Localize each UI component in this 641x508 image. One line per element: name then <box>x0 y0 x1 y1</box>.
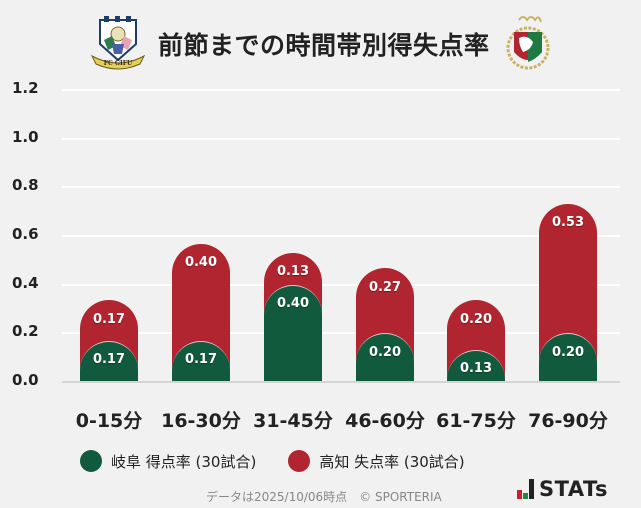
legend-item-away[interactable]: 高知 失点率 (30試合) <box>288 450 465 472</box>
stats-bars-icon <box>517 479 535 499</box>
y-tick-label: 0.6 <box>12 225 39 243</box>
kochi-united-crest-icon <box>506 16 550 70</box>
fc-gifu-crest-icon: FC GIFU <box>90 16 146 70</box>
bar-value-away: 0.13 <box>276 264 310 279</box>
bar-value-home: 0.20 <box>368 345 402 360</box>
bar-value-home: 0.17 <box>92 352 126 367</box>
gridline <box>62 235 620 237</box>
legend-item-home[interactable]: 岐阜 得点率 (30試合) <box>80 450 256 472</box>
chart-title: 前節までの時間帯別得失点率 <box>158 31 490 60</box>
chart-legend: 岐阜 得点率 (30試合) 高知 失点率 (30試合) <box>80 448 497 474</box>
bar-value-away: 0.40 <box>184 255 218 270</box>
bar-value-home: 0.20 <box>551 345 585 360</box>
bar-value-away: 0.27 <box>368 280 402 295</box>
x-tick-label: 16-30分 <box>161 410 241 432</box>
legend-swatch-home-icon <box>80 450 102 472</box>
y-tick-label: 1.0 <box>12 128 39 146</box>
gridline <box>62 332 620 334</box>
gridline <box>62 89 620 91</box>
x-tick-label: 76-90分 <box>528 410 608 432</box>
x-tick-label: 61-75分 <box>436 410 516 432</box>
chart-header: FC GIFU 前節までの時間帯別得失点率 <box>0 12 641 72</box>
y-tick-label: 0.4 <box>12 274 39 292</box>
svg-text:FC GIFU: FC GIFU <box>104 60 133 67</box>
legend-label: 高知 失点率 (30試合) <box>319 452 465 471</box>
x-tick-label: 46-60分 <box>345 410 425 432</box>
legend-swatch-away-icon <box>288 450 311 472</box>
bar-value-away: 0.17 <box>92 312 126 327</box>
y-tick-label: 0.8 <box>12 176 39 194</box>
bar-home-31-45[interactable] <box>264 285 322 383</box>
bar-value-away: 0.20 <box>459 312 493 327</box>
bar-home-76-90[interactable] <box>539 333 597 383</box>
bar-value-home: 0.40 <box>276 296 310 311</box>
y-tick-label: 0.2 <box>12 322 39 340</box>
gridline <box>62 138 620 140</box>
bar-home-16-30[interactable] <box>172 341 230 383</box>
bar-home-46-60[interactable] <box>356 333 414 383</box>
stats-brand-logo: STATs <box>517 477 608 501</box>
x-axis-baseline <box>62 381 620 383</box>
bar-value-home: 0.13 <box>459 361 493 376</box>
gridline <box>62 186 620 188</box>
x-tick-label: 0-15分 <box>75 410 143 432</box>
bar-value-away: 0.53 <box>551 215 585 230</box>
y-tick-label: 0.0 <box>12 371 39 389</box>
x-tick-label: 31-45分 <box>253 410 333 432</box>
legend-label: 岐阜 得点率 (30試合) <box>111 452 257 471</box>
stats-brand-text: STATs <box>539 477 608 501</box>
y-tick-label: 1.2 <box>12 79 39 97</box>
chart-plot-area: 1.2 1.0 0.8 0.6 0.4 0.2 0.0 0.17 0.17 0.… <box>12 79 620 389</box>
bar-home-0-15[interactable] <box>80 341 138 383</box>
bar-value-home: 0.17 <box>184 352 218 367</box>
data-source-note: データは2025/10/06時点 © SPORTERIA <box>206 490 442 504</box>
gridline <box>62 284 620 286</box>
